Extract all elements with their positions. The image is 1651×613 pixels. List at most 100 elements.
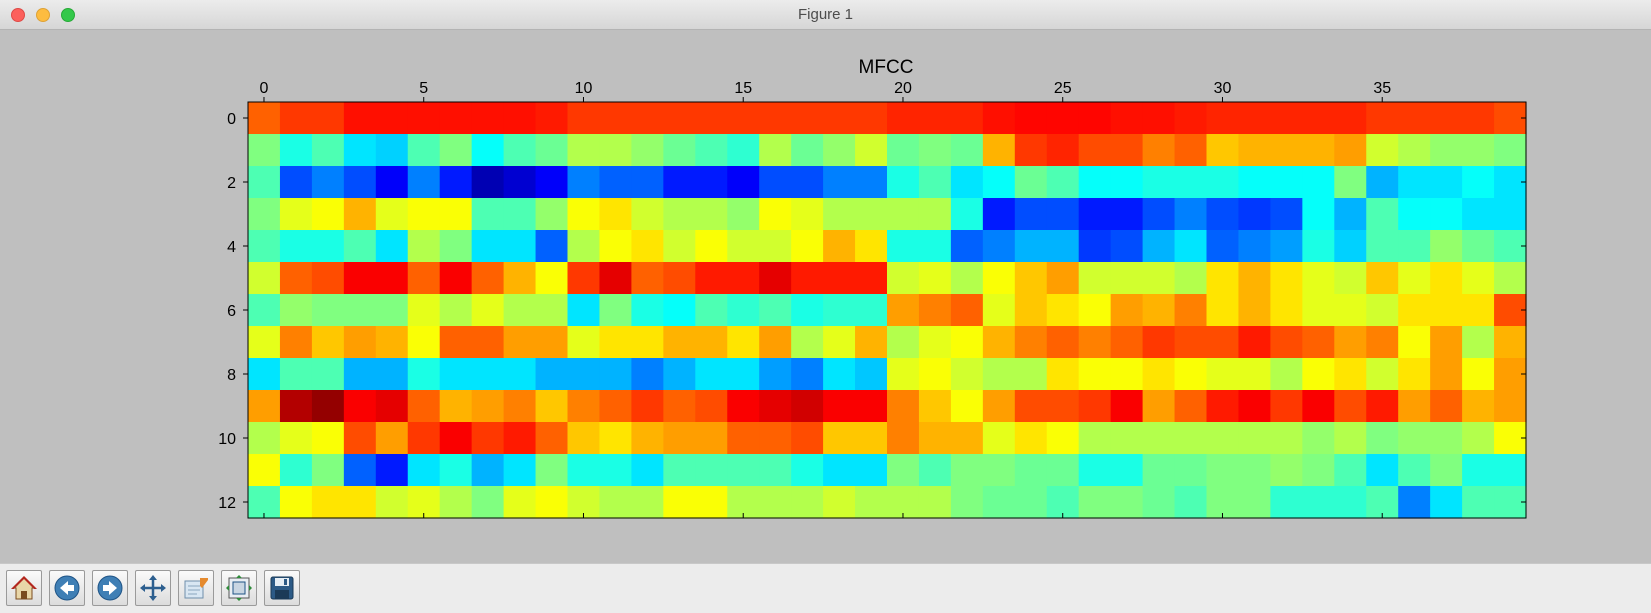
heatmap-cell: [1142, 102, 1176, 135]
heatmap-cell: [950, 134, 984, 167]
back-button[interactable]: [49, 570, 85, 606]
heatmap-cell: [1110, 326, 1144, 359]
heatmap-cell: [1302, 102, 1335, 135]
pan-button[interactable]: [135, 570, 171, 606]
heatmap-cell: [471, 294, 505, 327]
heatmap-cell: [1462, 358, 1495, 391]
heatmap-cell: [1366, 294, 1399, 327]
heatmap-cell: [1398, 486, 1431, 519]
heatmap-cell: [343, 358, 377, 391]
heatmap-cell: [823, 486, 856, 519]
heatmap-cell: [1430, 390, 1463, 423]
home-button[interactable]: [6, 570, 42, 606]
minimize-window-button[interactable]: [36, 8, 50, 22]
heatmap-cell: [1014, 358, 1048, 391]
heatmap-cell: [535, 390, 569, 423]
heatmap-cell: [1110, 166, 1144, 199]
heatmap-cell: [855, 454, 888, 487]
heatmap-cell: [1366, 326, 1399, 359]
heatmap-cell: [407, 294, 441, 327]
mfcc-heatmap-chart[interactable]: MFCC 0 5 10 15 20 25 30 35 0 2 4 6 8 10 12: [0, 30, 1651, 563]
subplots-button[interactable]: [221, 570, 257, 606]
heatmap-cell: [727, 390, 760, 423]
heatmap-cell: [1174, 262, 1208, 295]
heatmap-cell: [1494, 134, 1527, 167]
heatmap-cell: [887, 294, 920, 327]
heatmap-cell: [439, 102, 473, 135]
heatmap-cell: [503, 326, 537, 359]
heatmap-cell: [982, 166, 1016, 199]
y-tick-label: 0: [227, 111, 236, 128]
save-button[interactable]: [264, 570, 300, 606]
heatmap-cell: [982, 294, 1016, 327]
heatmap-cell: [1398, 166, 1431, 199]
heatmap-cell: [887, 326, 920, 359]
close-window-button[interactable]: [11, 8, 25, 22]
heatmap-cell: [918, 486, 952, 519]
heatmap-cell: [1238, 358, 1271, 391]
heatmap-cell: [1110, 390, 1144, 423]
heatmap-cell: [1366, 198, 1399, 231]
heatmap-cell: [279, 454, 313, 487]
heatmap-cell: [823, 198, 856, 231]
heatmap-cell: [663, 454, 696, 487]
heatmap-cell: [1110, 198, 1144, 231]
heatmap-cell: [279, 358, 313, 391]
heatmap-cell: [279, 198, 313, 231]
heatmap-cell: [279, 134, 313, 167]
heatmap-cell: [375, 390, 409, 423]
heatmap-cell: [1206, 326, 1240, 359]
heatmap-cell: [279, 166, 313, 199]
heatmap-cell: [1014, 102, 1048, 135]
heatmap-cell: [1302, 198, 1335, 231]
heatmap-cell: [631, 134, 664, 167]
heatmap-cell: [887, 230, 920, 263]
heatmap-cell: [1238, 134, 1271, 167]
heatmap-cell: [1206, 358, 1240, 391]
zoom-button[interactable]: [178, 570, 214, 606]
heatmap-cell: [311, 358, 345, 391]
heatmap-cell: [663, 134, 696, 167]
heatmap-cell: [503, 454, 537, 487]
heatmap-cell: [1238, 166, 1271, 199]
maximize-window-button[interactable]: [61, 8, 75, 22]
forward-button[interactable]: [92, 570, 128, 606]
heatmap-cell: [823, 294, 856, 327]
heatmap-cell: [503, 198, 537, 231]
heatmap-cell: [535, 198, 569, 231]
heatmap-cell: [1494, 198, 1527, 231]
heatmap-cell: [1334, 198, 1367, 231]
heatmap-cell: [1430, 454, 1463, 487]
heatmap-cell: [1142, 358, 1176, 391]
heatmap-cell: [759, 230, 792, 263]
heatmap-cell: [918, 230, 952, 263]
x-tick-label: 20: [894, 80, 912, 97]
heatmap-cell: [887, 422, 920, 455]
heatmap-cell: [1398, 390, 1431, 423]
heatmap-cell: [535, 326, 569, 359]
heatmap-cell: [631, 198, 664, 231]
heatmap-cell: [1366, 422, 1399, 455]
heatmap-cell: [1270, 166, 1303, 199]
figure-canvas[interactable]: MFCC 0 5 10 15 20 25 30 35 0 2 4 6 8 10 12: [0, 30, 1651, 563]
heatmap-cell: [311, 390, 345, 423]
forward-arrow-icon: [97, 575, 123, 601]
heatmap-cell: [663, 102, 696, 135]
heatmap-cell: [1270, 134, 1303, 167]
heatmap-cell: [1142, 390, 1176, 423]
heatmap-cell: [823, 358, 856, 391]
heatmap-cell: [1270, 390, 1303, 423]
heatmap-cell: [535, 358, 569, 391]
heatmap-cell: [471, 390, 505, 423]
y-tick-label: 10: [218, 431, 236, 448]
title-bar[interactable]: Figure 1: [0, 0, 1651, 30]
heatmap-cell: [855, 198, 888, 231]
heatmap-cell: [503, 166, 537, 199]
heatmap-cell: [248, 198, 281, 231]
heatmap-cell: [1430, 326, 1463, 359]
heatmap-cell: [1174, 390, 1208, 423]
heatmap-cell: [695, 326, 728, 359]
heatmap-cell: [1302, 422, 1335, 455]
heatmap-cell: [1238, 390, 1271, 423]
heatmap-cell: [311, 262, 345, 295]
